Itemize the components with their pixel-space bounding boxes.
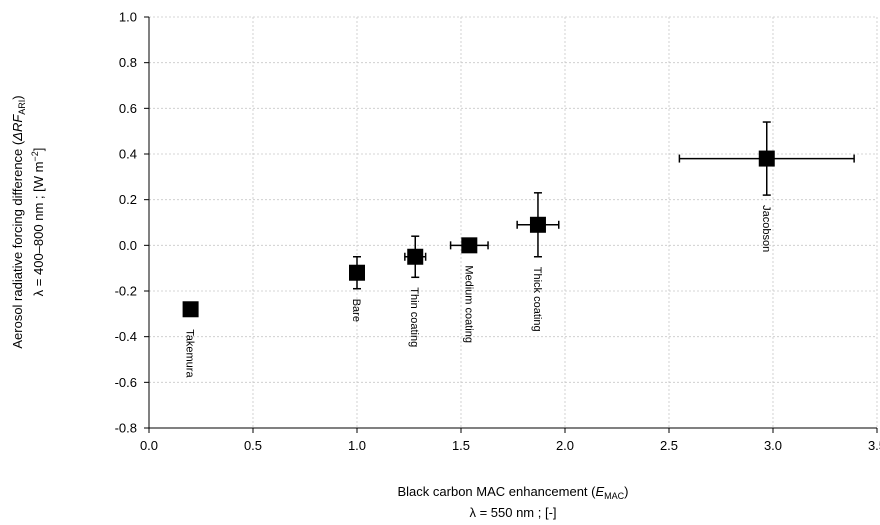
y-tick-label: 0.2	[119, 192, 137, 207]
y-tick-label: -0.2	[115, 284, 137, 299]
point-label: Jacobson	[760, 205, 772, 252]
x-tick-label: 0.0	[140, 438, 158, 453]
y-tick-label: -0.8	[115, 421, 137, 436]
y-tick-label: 1.0	[119, 10, 137, 25]
point	[407, 248, 424, 265]
y-label-part: Aerosol radiative forcing difference (	[10, 140, 25, 349]
y-tick-label: 0.4	[119, 147, 137, 162]
x-axis-label: Black carbon MAC enhancement (EMAC)	[398, 484, 629, 501]
y-tick-label: 0.8	[119, 55, 137, 70]
point-label: Thick coating	[531, 267, 543, 332]
x-axis-label-2: λ = 550 nm ; [-]	[469, 505, 556, 520]
point-label: Thin coating	[408, 287, 420, 347]
point-label: Bare	[350, 299, 362, 322]
point-label: Medium coating	[462, 265, 474, 343]
y-label-part: ΔRF	[10, 114, 25, 142]
y-label-part: −2	[30, 151, 40, 161]
point-label: Takemura	[184, 329, 196, 378]
point	[461, 237, 478, 254]
x-label-part: MAC	[604, 491, 625, 501]
x-label-part: Black carbon MAC enhancement (	[398, 484, 597, 499]
y-tick-label: 0.6	[119, 101, 137, 116]
x-tick-label: 3.5	[868, 438, 880, 453]
x-label-part: )	[624, 484, 628, 499]
point	[529, 216, 546, 233]
point	[182, 301, 199, 318]
y-tick-label: -0.6	[115, 375, 137, 390]
y-label-part: ARI	[17, 100, 27, 115]
x-label-part: E	[595, 484, 604, 499]
y-tick-label: 0.0	[119, 238, 137, 253]
x-tick-label: 1.5	[452, 438, 470, 453]
x-tick-label: 2.0	[556, 438, 574, 453]
x-tick-label: 1.0	[348, 438, 366, 453]
point	[758, 150, 775, 167]
y-axis-label-2: λ = 400–800 nm ; [W m−2]	[30, 148, 46, 297]
x-tick-label: 3.0	[764, 438, 782, 453]
x-tick-label: 2.5	[660, 438, 678, 453]
y-label-part: λ = 400–800 nm ; [W m	[31, 162, 46, 297]
y-label-part: ]	[31, 148, 46, 152]
x-tick-label: 0.5	[244, 438, 262, 453]
y-tick-label: -0.4	[115, 329, 137, 344]
y-label-part: )	[10, 95, 25, 99]
point	[349, 264, 365, 281]
y-axis-label: Aerosol radiative forcing difference (ΔR…	[10, 95, 27, 348]
